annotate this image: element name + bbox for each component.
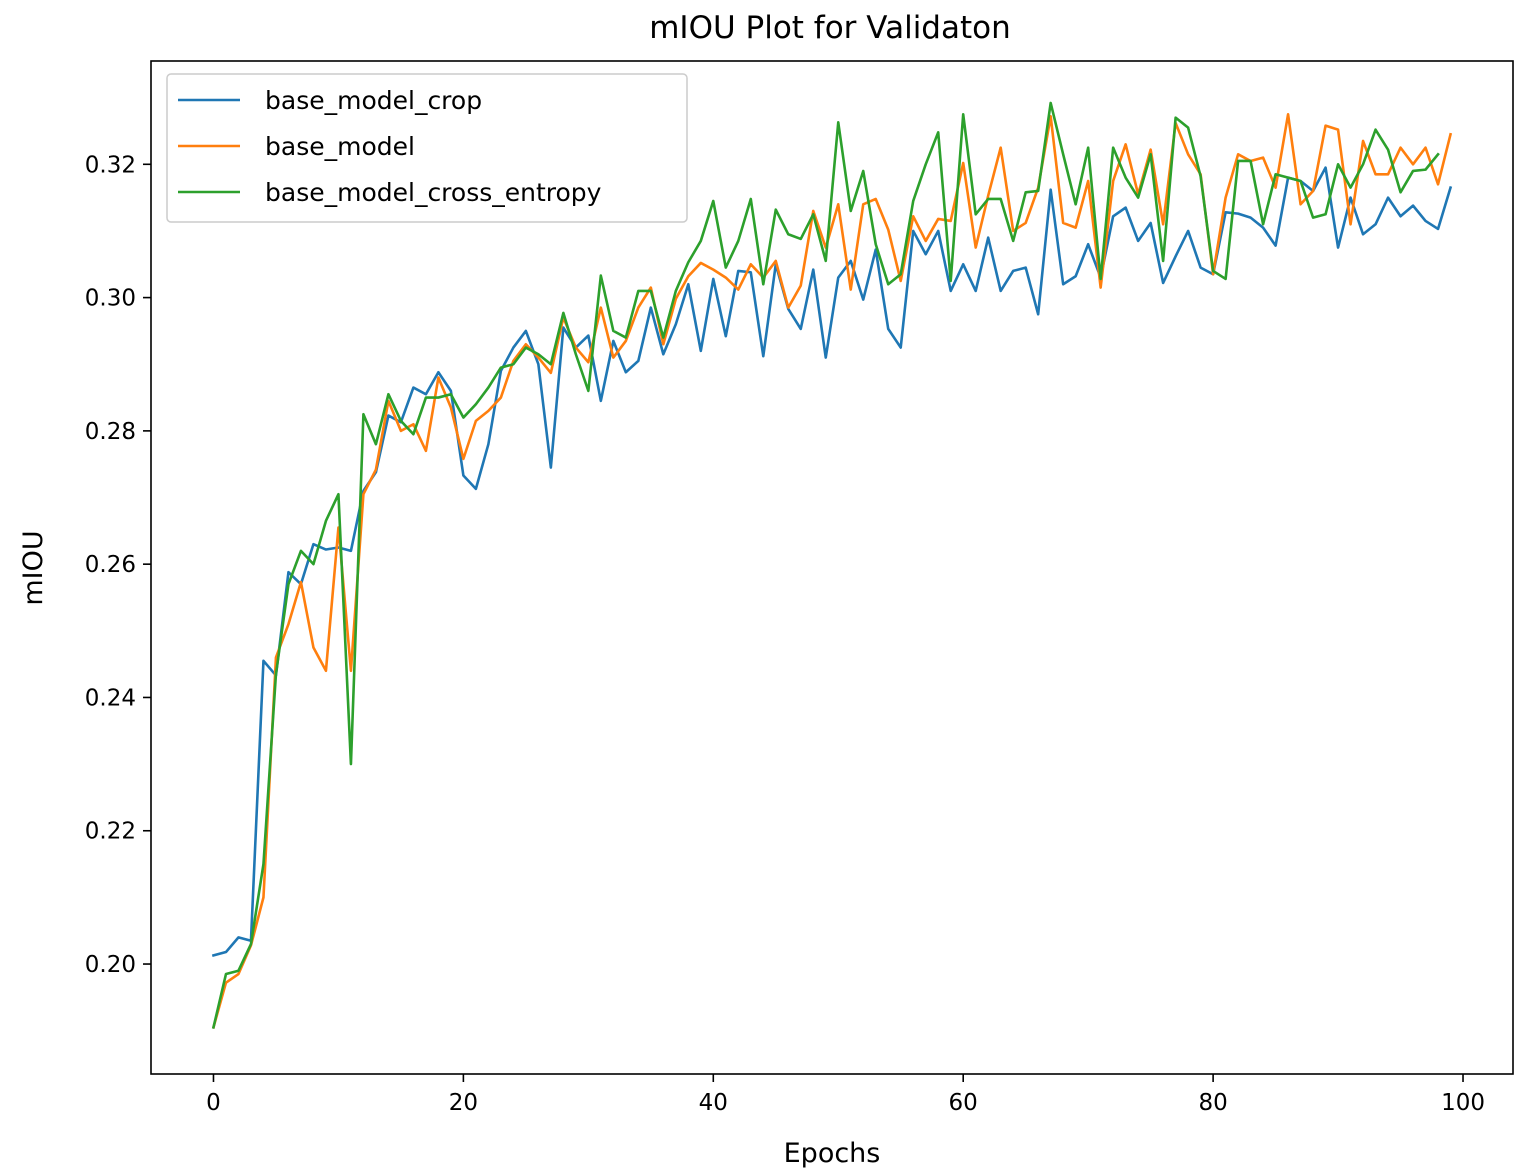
legend-label-base-model: base_model	[265, 132, 415, 161]
series-line-base-model	[211, 113, 1453, 1029]
y-tick-label: 0.24	[85, 685, 136, 711]
plot-area-frame	[150, 60, 1514, 1075]
series-line-base-model-crop	[211, 166, 1453, 957]
y-tick-label: 0.28	[85, 419, 136, 445]
y-tick-label: 0.22	[85, 819, 136, 845]
legend-items: base_model_crop base_model base_model_cros…	[178, 86, 602, 207]
x-tick-label: 80	[1198, 1090, 1227, 1116]
x-axis-label: Epochs	[784, 1138, 881, 1169]
x-tick-label: 20	[449, 1090, 478, 1116]
chart-title: mIOU Plot for Validaton	[649, 10, 1011, 46]
x-axis-ticks: 0 20 40 60 80 100	[206, 1074, 1485, 1116]
series-layer	[211, 101, 1453, 1029]
series-line-base-model-cross-entropy	[211, 101, 1440, 1029]
x-tick-label: 0	[206, 1090, 221, 1116]
y-axis-label: mIOU	[18, 530, 49, 605]
legend-box	[166, 73, 688, 223]
x-tick-label: 40	[699, 1090, 728, 1116]
x-tick-label: 60	[949, 1090, 978, 1116]
legend-label-base-model-cross-entropy: base_model_cross_entropy	[265, 178, 602, 207]
y-tick-label: 0.26	[85, 552, 136, 578]
legend-label-base-model-crop: base_model_crop	[265, 86, 482, 115]
x-tick-label: 100	[1441, 1090, 1485, 1116]
y-tick-label: 0.20	[85, 952, 136, 978]
legend: base_model_crop base_model base_model_cros…	[166, 73, 688, 223]
y-tick-label: 0.30	[85, 286, 136, 312]
y-tick-label: 0.32	[85, 152, 136, 178]
y-axis-ticks: 0.20 0.22 0.24 0.26 0.28 0.30 0.32	[85, 152, 151, 978]
